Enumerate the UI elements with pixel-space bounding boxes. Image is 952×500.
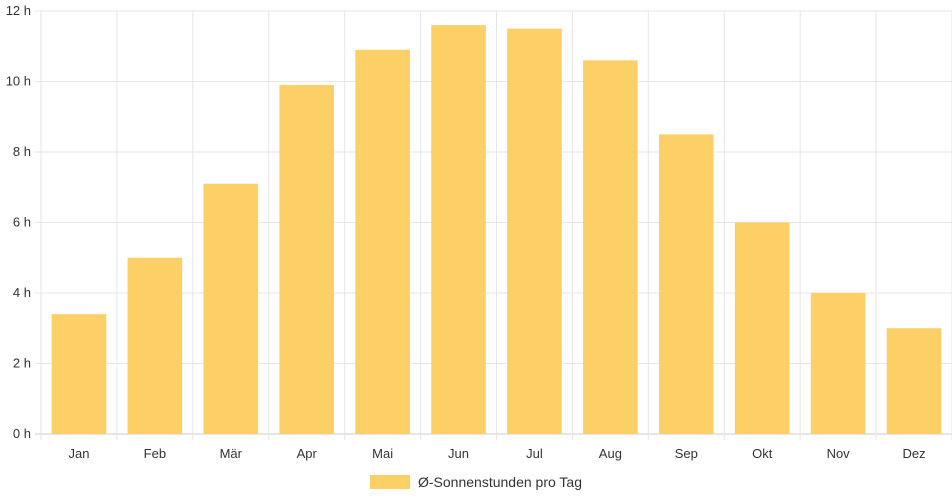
bar-nov	[810, 293, 866, 434]
bar-sep	[658, 134, 714, 434]
bar-feb	[127, 257, 183, 434]
x-tick-label: Mär	[220, 446, 243, 461]
legend-label: Ø-Sonnenstunden pro Tag	[418, 474, 582, 490]
x-axis: Jan Feb Mär Apr Mai Jun Jul Aug Sep Okt Nov Dez	[68, 446, 925, 461]
y-tick-label: 8 h	[13, 144, 31, 159]
grid-lines	[35, 10, 952, 440]
bar-jul	[507, 28, 562, 434]
bar-mai	[355, 49, 410, 435]
y-tick-label: 0 h	[13, 426, 31, 441]
bar-aug	[583, 60, 638, 434]
x-tick-label: Sep	[675, 446, 698, 461]
y-tick-label: 12 h	[6, 3, 31, 18]
x-tick-label: Jan	[68, 446, 89, 461]
x-tick-label: Feb	[144, 446, 166, 461]
y-tick-label: 10 h	[6, 74, 31, 89]
bars	[51, 25, 942, 435]
y-tick-label: 2 h	[13, 356, 31, 371]
bar-okt	[734, 222, 790, 434]
x-tick-label: Dez	[902, 446, 925, 461]
y-axis: 0 h 2 h 4 h 6 h 8 h 10 h 12 h	[6, 3, 31, 441]
x-tick-label: Okt	[752, 446, 773, 461]
x-tick-label: Nov	[827, 446, 851, 461]
x-tick-label: Jul	[526, 446, 543, 461]
x-tick-label: Mai	[372, 446, 393, 461]
x-tick-label: Jun	[448, 446, 469, 461]
bar-jan	[51, 314, 107, 434]
y-tick-label: 6 h	[13, 215, 31, 230]
legend[interactable]: Ø-Sonnenstunden pro Tag	[370, 474, 582, 490]
legend-swatch	[370, 475, 410, 489]
bar-jun	[431, 25, 486, 434]
bar-mär	[203, 183, 259, 434]
bar-dez	[886, 328, 942, 434]
y-tick-label: 4 h	[13, 285, 31, 300]
x-tick-label: Apr	[297, 446, 318, 461]
x-tick-label: Aug	[599, 446, 622, 461]
bar-apr	[279, 85, 335, 435]
